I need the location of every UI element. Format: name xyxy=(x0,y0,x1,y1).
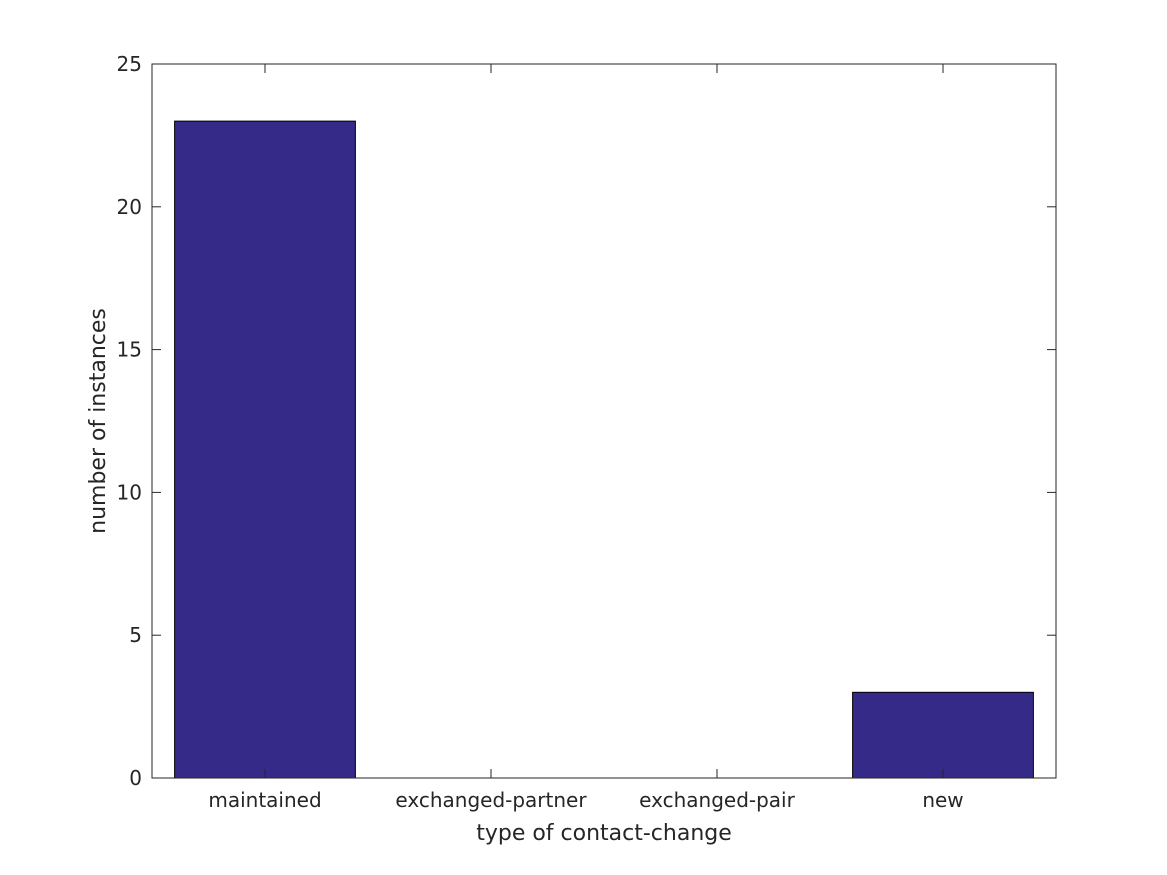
bar-maintained xyxy=(174,120,356,779)
x-tick-label: new xyxy=(922,788,963,812)
bar-new xyxy=(852,691,1034,779)
y-tick-label: 20 xyxy=(117,195,142,219)
x-tick-label: exchanged-partner xyxy=(395,788,587,812)
y-tick-label: 25 xyxy=(117,52,142,76)
x-tick-label: exchanged-pair xyxy=(639,788,795,812)
y-tick-label: 10 xyxy=(117,480,142,504)
y-tick-label: 5 xyxy=(129,623,142,647)
x-axis-title: type of contact-change xyxy=(476,821,732,846)
plot-area-frame xyxy=(151,63,1057,779)
bars-layer xyxy=(174,120,1034,779)
ticks-layer: maintained exchanged-partner exchanged-pai… xyxy=(117,52,1056,812)
y-tick-label: 0 xyxy=(129,766,142,790)
x-tick-label: maintained xyxy=(208,788,321,812)
y-tick-label: 15 xyxy=(117,338,142,362)
y-axis-title: number of instances xyxy=(86,308,111,534)
